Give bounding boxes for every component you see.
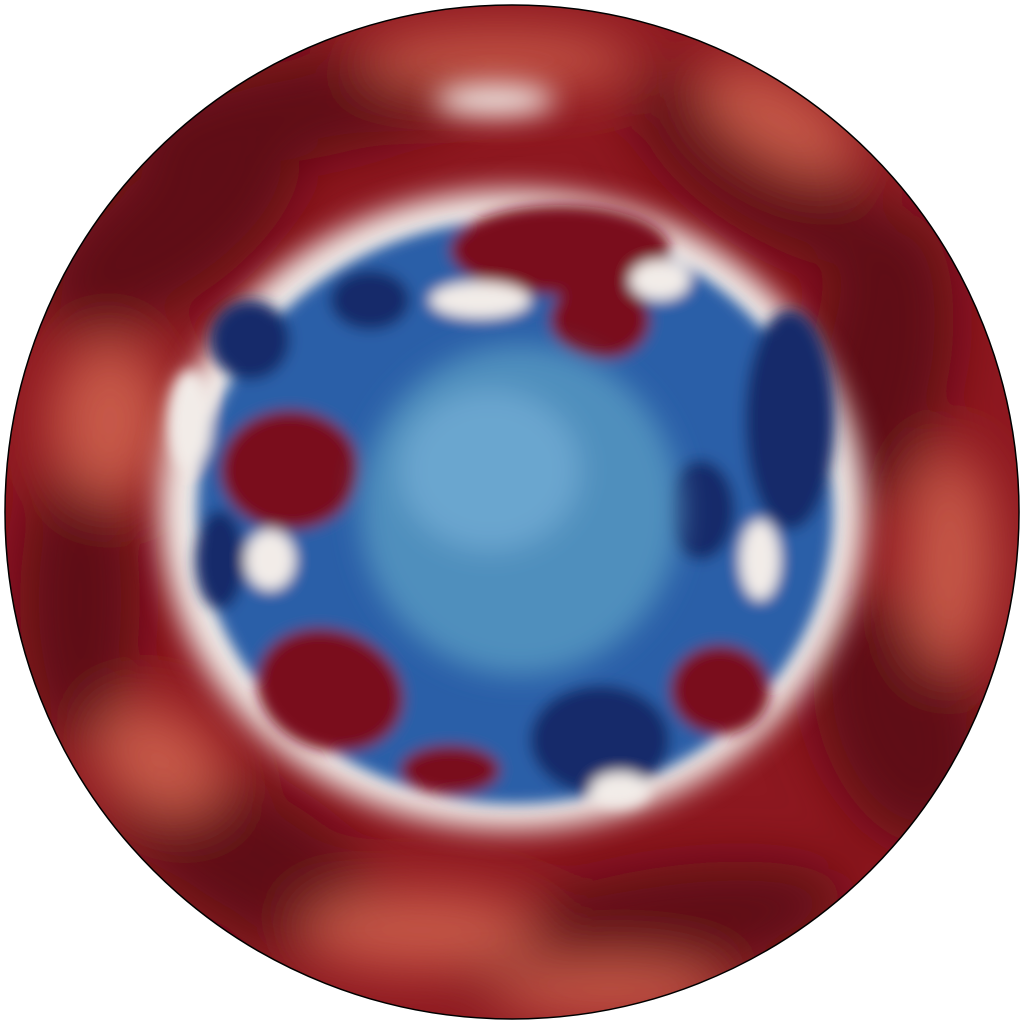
inner-core-highlight: [400, 390, 580, 550]
inner-red-patch-5: [400, 745, 500, 795]
inner-white-wisp-2: [430, 282, 530, 318]
ring-streak-12: [300, 890, 540, 970]
inner-dark-blue-patch-4: [195, 510, 245, 610]
inner-dark-blue-patch-2: [210, 300, 290, 380]
inner-dark-blue-patch-0: [745, 310, 835, 530]
inner-red-patch-0: [220, 410, 360, 530]
inner-white-wisp-1: [245, 530, 295, 590]
inner-core: [360, 345, 680, 675]
inner-white-wisp-4: [740, 520, 780, 600]
inner-white-wisp-0: [168, 370, 212, 470]
inner-white-wisp-5: [590, 772, 650, 808]
white-band-top-streak: [435, 84, 555, 116]
inner-white-wisp-3: [630, 260, 690, 300]
ring-streak-8: [50, 340, 170, 500]
inner-red-patch-4: [670, 645, 770, 735]
ring-streak-10: [905, 450, 995, 670]
inner-dark-blue-patch-3: [330, 270, 410, 330]
ring-streak-9: [360, 30, 640, 90]
ring-streak-13: [490, 960, 730, 1020]
inner-red-patch-3: [550, 280, 650, 360]
